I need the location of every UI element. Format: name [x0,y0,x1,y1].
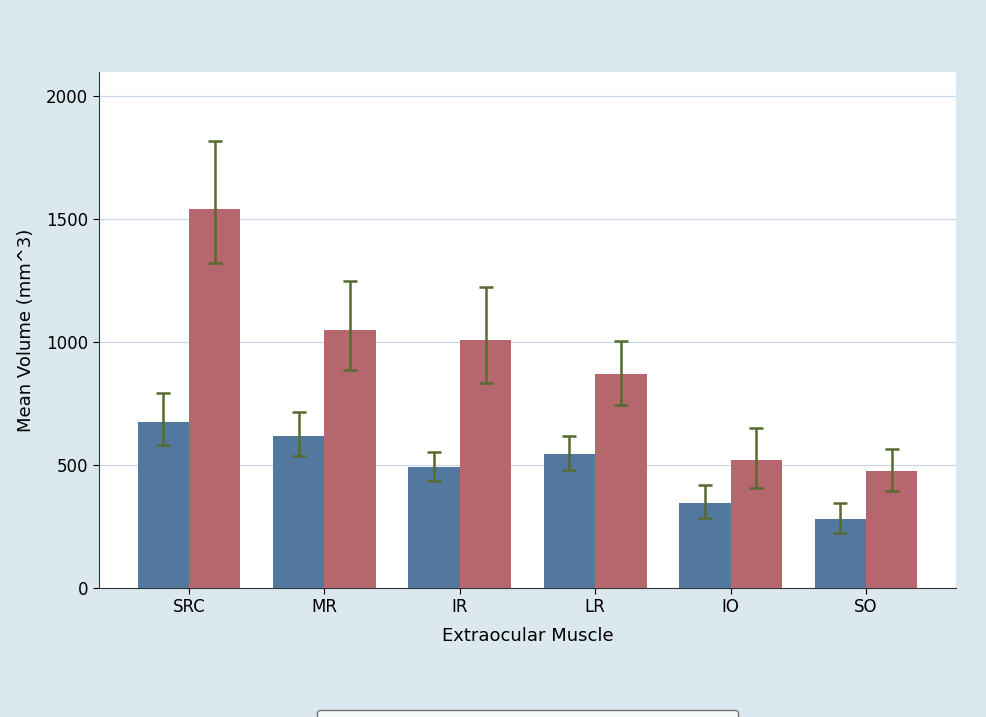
Bar [866,471,917,588]
Bar [596,374,647,588]
Bar [273,435,324,588]
Bar [679,503,731,588]
Y-axis label: Mean Volume (mm^3): Mean Volume (mm^3) [17,228,35,432]
Bar [189,209,241,588]
Bar [408,467,459,588]
Bar [731,460,782,588]
Bar [543,454,596,588]
Bar [459,340,512,588]
X-axis label: Extraocular Muscle: Extraocular Muscle [442,627,613,645]
Legend: Thyroid Eye Disease, Normal: Thyroid Eye Disease, Normal [317,710,738,717]
Bar [324,330,376,588]
Bar [138,422,189,588]
Bar [814,519,866,588]
